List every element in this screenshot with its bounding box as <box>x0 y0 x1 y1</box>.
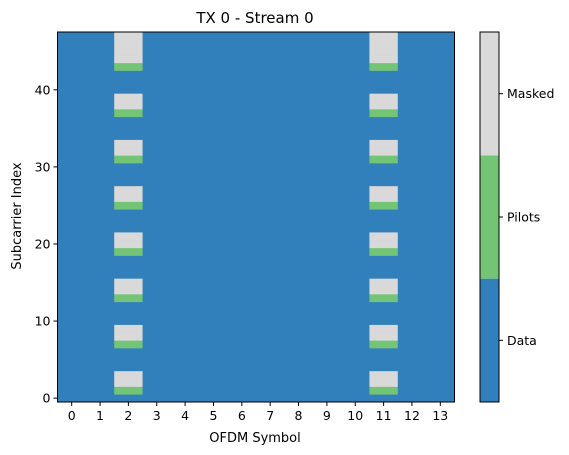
masked-cell <box>114 324 143 333</box>
masked-cell <box>369 286 398 295</box>
y-tick-label: 0 <box>43 391 51 406</box>
masked-cell <box>114 93 143 102</box>
y-axis-ticks: 0 10 20 30 40 <box>35 82 58 406</box>
x-tick-label: 3 <box>153 408 161 423</box>
masked-cell <box>114 378 143 387</box>
pilot-cell <box>114 109 143 118</box>
pilot-cell <box>114 201 143 210</box>
y-tick-label: 40 <box>35 82 51 97</box>
masked-cell <box>369 55 398 64</box>
masked-cell <box>114 139 143 148</box>
masked-cell <box>114 55 143 64</box>
masked-cell <box>369 93 398 102</box>
pilot-cell <box>369 109 398 118</box>
masked-cell <box>114 101 143 110</box>
pilot-cell <box>114 340 143 349</box>
x-tick-label: 2 <box>124 408 132 423</box>
x-tick-label: 12 <box>404 408 420 423</box>
colorbar-label: Pilots <box>507 210 540 225</box>
y-tick-label: 30 <box>35 159 51 174</box>
masked-cell <box>114 147 143 156</box>
masked-cell <box>369 47 398 56</box>
colorbar-label: Data <box>507 333 537 348</box>
masked-cell <box>369 232 398 241</box>
masked-cell <box>114 240 143 249</box>
masked-cell <box>369 101 398 110</box>
masked-cell <box>369 332 398 341</box>
pilot-cell <box>114 247 143 256</box>
masked-cell <box>369 240 398 249</box>
pilot-cell <box>369 247 398 256</box>
x-tick-label: 4 <box>181 408 189 423</box>
pilot-cell <box>369 155 398 164</box>
masked-cell <box>369 371 398 380</box>
masked-cell <box>369 39 398 48</box>
pilot-cell <box>114 155 143 164</box>
masked-cell <box>114 47 143 56</box>
heatmap-cells <box>57 32 455 402</box>
pilot-cell <box>114 294 143 303</box>
colorbar-frame <box>479 31 500 403</box>
masked-cell <box>114 332 143 341</box>
pilot-cell <box>369 340 398 349</box>
colorbar-segment <box>480 155 499 279</box>
masked-cell <box>369 32 398 41</box>
pilot-cell <box>114 386 143 395</box>
x-tick-label: 9 <box>323 408 331 423</box>
x-tick-label: 13 <box>432 408 448 423</box>
y-tick-label: 20 <box>35 236 51 251</box>
masked-cell <box>114 232 143 241</box>
colorbar-segment <box>480 278 499 402</box>
x-tick-label: 5 <box>209 408 217 423</box>
masked-cell <box>369 324 398 333</box>
masked-cell <box>369 278 398 287</box>
pilot-cell <box>369 386 398 395</box>
x-axis-ticks: 0 1 2 3 4 5 6 7 8 9 10 11 12 13 <box>68 402 448 423</box>
masked-cell <box>114 39 143 48</box>
pilot-cell <box>114 62 143 71</box>
x-tick-label: 7 <box>266 408 274 423</box>
masked-cell <box>114 193 143 202</box>
pilot-cell <box>369 294 398 303</box>
masked-cell <box>369 193 398 202</box>
masked-cell <box>369 378 398 387</box>
colorbar-segment <box>480 32 499 156</box>
y-tick-label: 10 <box>35 314 51 329</box>
x-tick-label: 11 <box>376 408 392 423</box>
masked-cell <box>114 278 143 287</box>
masked-cell <box>114 286 143 295</box>
x-tick-label: 1 <box>96 408 104 423</box>
x-tick-label: 0 <box>68 408 76 423</box>
x-tick-label: 6 <box>238 408 246 423</box>
masked-cell <box>369 147 398 156</box>
masked-cell <box>114 32 143 41</box>
plot-frame <box>57 31 455 403</box>
x-axis-label: OFDM Symbol <box>209 431 301 446</box>
chart-title: TX 0 - Stream 0 <box>195 9 313 27</box>
masked-cell <box>369 186 398 195</box>
pilot-cell <box>369 62 398 71</box>
masked-cell <box>369 139 398 148</box>
pilot-cell <box>369 201 398 210</box>
masked-cell <box>114 371 143 380</box>
y-axis-label: Subcarrier Index <box>10 162 25 269</box>
x-tick-label: 10 <box>347 408 363 423</box>
masked-cell <box>114 186 143 195</box>
colorbar: Data Pilots Masked <box>479 31 554 403</box>
x-tick-label: 8 <box>295 408 303 423</box>
colorbar-label: Masked <box>507 86 554 101</box>
